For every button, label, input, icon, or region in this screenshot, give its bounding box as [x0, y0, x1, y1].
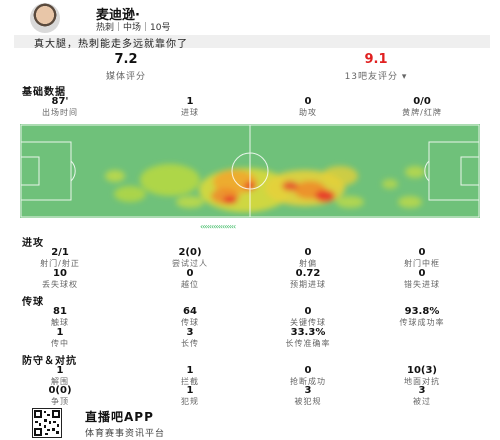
- def-stats-row-2: 0(0) 争顶 1 犯规 3 被犯规 3 被过: [0, 385, 500, 409]
- stat-woodwork: 0 射门中框: [404, 247, 440, 268]
- player-info: 热刺｜中场｜10号: [96, 23, 171, 33]
- basic-stats-row: 87' 出场时间 1 进球 0 助攻 0/0 黄牌/红牌: [0, 96, 500, 120]
- stat-clearances: 1 解围: [51, 365, 69, 386]
- section-title-attack: 进攻: [22, 238, 44, 249]
- attack-stats-row-1: 2/1 射门/射正 2(0) 尝试过人 0 射偏 0 射门中框: [0, 247, 500, 271]
- stat-dribbled-past: 3 被过: [413, 385, 431, 406]
- stat-long-ball-accuracy: 33.3% 长传准确率: [285, 327, 331, 348]
- stat-fouled: 3 被犯规: [294, 385, 322, 406]
- stat-goals: 1 进球: [181, 96, 199, 117]
- comment-text: 真大腿，热刺能走多远就靠你了: [34, 39, 188, 50]
- section-title-basic: 基础数据: [22, 87, 66, 98]
- player-avatar: [30, 3, 60, 33]
- fan-rating-value: 9.1: [364, 52, 388, 67]
- fan-rating-dropdown[interactable]: 13吧友评分 ▾: [344, 72, 408, 82]
- stat-xg: 0.72 预期进球: [290, 268, 326, 289]
- stat-fouls: 1 犯规: [181, 385, 199, 406]
- stat-touches: 81 触球: [51, 306, 69, 327]
- stat-shots: 2/1 射门/射正: [40, 247, 80, 268]
- attack-stats-row-2: 10 丢失球权 0 越位 0.72 预期进球 0 错失进球: [0, 268, 500, 292]
- app-name: 直播吧APP: [85, 410, 154, 424]
- section-title-passing: 传球: [22, 297, 44, 308]
- app-slogan: 体育赛事资讯平台: [85, 429, 166, 439]
- attack-direction-arrows: ‹‹‹‹‹‹‹‹‹‹‹‹‹‹‹‹: [200, 222, 236, 231]
- media-rating-label: 媒体评分: [105, 72, 146, 82]
- media-rating-value: 7.2: [114, 52, 138, 67]
- stat-tackles-won: 0 抢断成功: [290, 365, 326, 386]
- stat-minutes: 87' 出场时间: [42, 96, 78, 117]
- section-title-defense: 防守＆对抗: [22, 356, 77, 367]
- stat-shots-off: 0 射偏: [299, 247, 317, 268]
- player-name: 麦迪逊·: [96, 8, 140, 23]
- ratings: 7.2 媒体评分 9.1 13吧友评分 ▾: [0, 52, 500, 82]
- pass-stats-row-1: 81 触球 64 传球 0 关键传球 93.8% 传球成功率: [0, 306, 500, 330]
- stat-cards: 0/0 黄牌/红牌: [402, 96, 442, 117]
- stat-ground-duels: 10(3) 地面对抗: [404, 365, 440, 386]
- heatmap-graphic: [20, 124, 480, 218]
- stat-possession-lost: 10 丢失球权: [42, 268, 78, 289]
- stat-key-passes: 0 关键传球: [290, 306, 326, 327]
- player-header: 麦迪逊· 热刺｜中场｜10号: [0, 0, 500, 34]
- stat-pass-accuracy: 93.8% 传球成功率: [399, 306, 445, 327]
- comment-banner: 真大腿，热刺能走多远就靠你了: [14, 35, 490, 50]
- footer: 直播吧APP 体育赛事资讯平台: [0, 405, 500, 440]
- stat-big-chances-missed: 0 错失进球: [404, 268, 440, 289]
- heatmap-pitch: [20, 124, 480, 218]
- stat-dribbles: 2(0) 尝试过人: [172, 247, 208, 268]
- stat-long-balls: 3 长传: [181, 327, 199, 348]
- stat-offsides: 0 越位: [181, 268, 199, 289]
- stat-assists: 0 助攻: [299, 96, 317, 117]
- def-stats-row-1: 1 解围 1 拦截 0 抢断成功 10(3) 地面对抗: [0, 365, 500, 389]
- stat-crosses: 1 传中: [51, 327, 69, 348]
- stat-aerial-duels: 0(0) 争顶: [48, 385, 72, 406]
- stat-passes: 64 传球: [181, 306, 199, 327]
- pass-stats-row-2: 1 传中 3 长传 33.3% 长传准确率: [0, 327, 500, 351]
- qr-code-icon[interactable]: [32, 408, 62, 438]
- stat-interceptions: 1 拦截: [181, 365, 199, 386]
